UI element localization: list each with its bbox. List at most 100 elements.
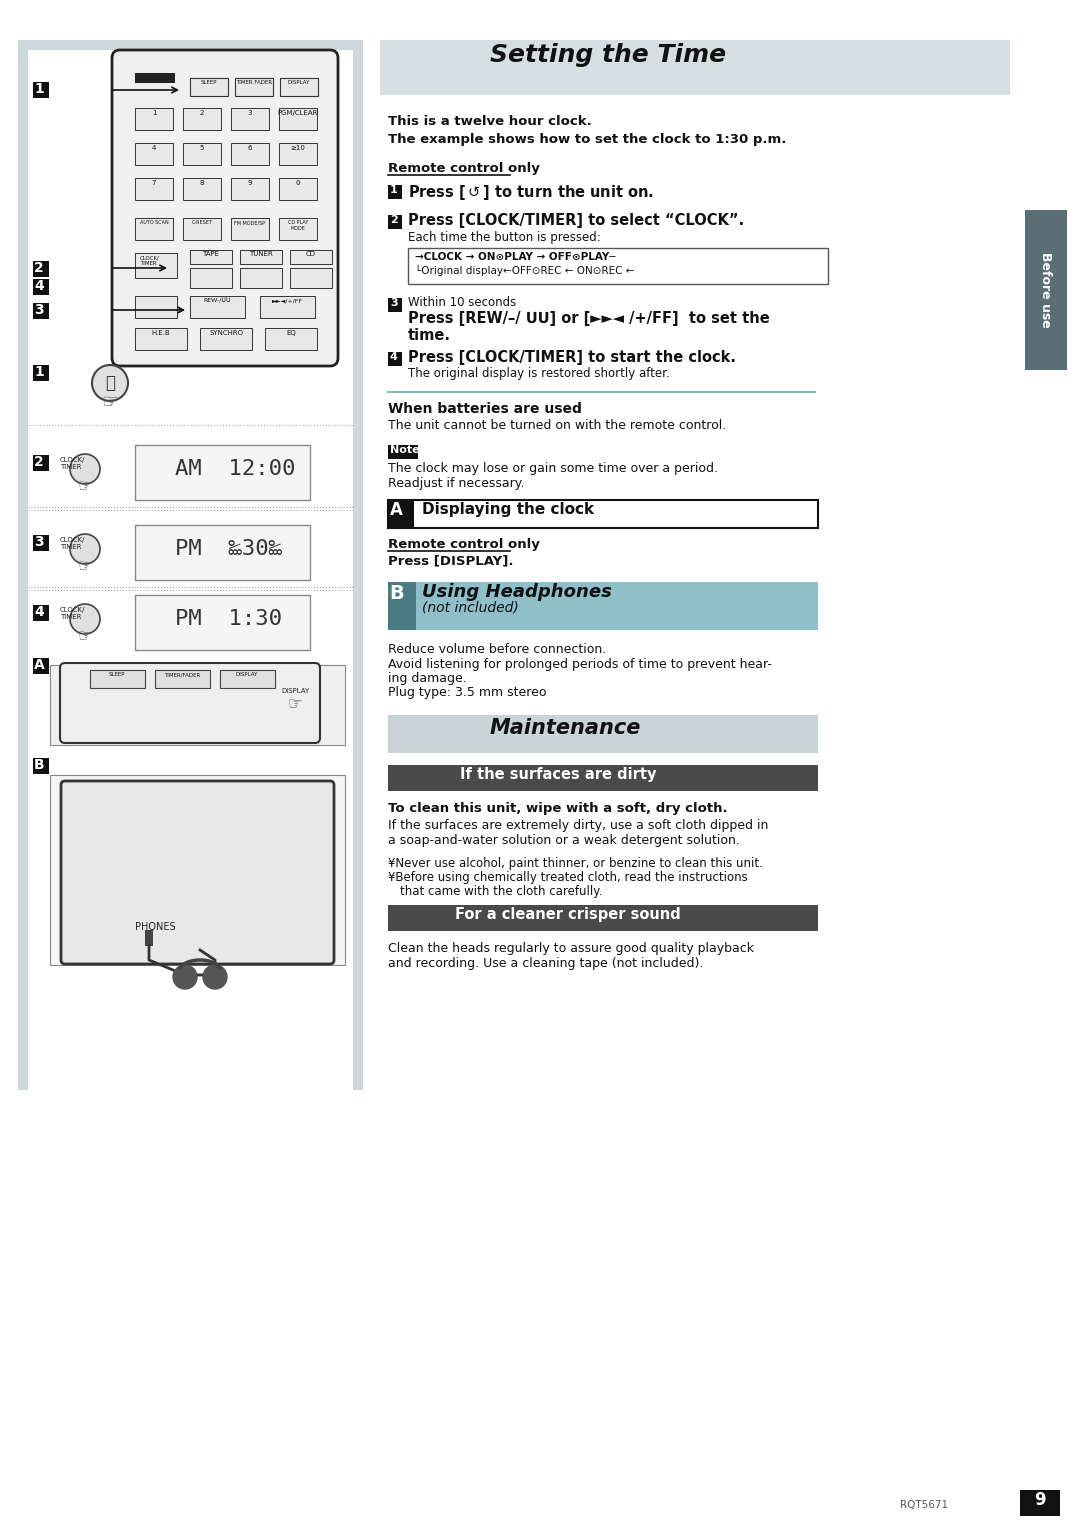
Text: PM  1:30: PM 1:30 bbox=[175, 610, 282, 630]
FancyBboxPatch shape bbox=[190, 251, 232, 264]
Text: Maintenance: Maintenance bbox=[490, 718, 642, 738]
Text: ☞: ☞ bbox=[78, 626, 93, 645]
Text: └Original display←OFF⊙REC ← ON⊙REC ←: └Original display←OFF⊙REC ← ON⊙REC ← bbox=[415, 264, 635, 277]
Text: 1: 1 bbox=[152, 110, 157, 116]
FancyBboxPatch shape bbox=[183, 219, 221, 240]
Circle shape bbox=[92, 365, 129, 400]
Text: 4: 4 bbox=[390, 351, 397, 362]
Text: B: B bbox=[389, 584, 404, 604]
Text: CLOCK/
TIMER: CLOCK/ TIMER bbox=[140, 255, 160, 266]
Text: 2: 2 bbox=[33, 455, 44, 469]
Text: 9: 9 bbox=[1035, 1491, 1045, 1510]
Text: ⏻: ⏻ bbox=[105, 374, 114, 393]
FancyBboxPatch shape bbox=[388, 298, 402, 312]
Text: AM  12:00: AM 12:00 bbox=[175, 458, 295, 478]
Text: 3: 3 bbox=[33, 535, 43, 549]
FancyBboxPatch shape bbox=[231, 219, 269, 240]
Text: (not included): (not included) bbox=[422, 601, 518, 614]
FancyBboxPatch shape bbox=[388, 582, 416, 630]
FancyBboxPatch shape bbox=[135, 219, 173, 240]
Text: 1: 1 bbox=[33, 365, 44, 379]
Text: 2: 2 bbox=[200, 110, 204, 116]
Text: 6: 6 bbox=[247, 145, 253, 151]
Circle shape bbox=[70, 533, 100, 564]
FancyBboxPatch shape bbox=[200, 329, 252, 350]
Text: ☞: ☞ bbox=[78, 558, 93, 575]
Text: ►►◄/+/FF: ►►◄/+/FF bbox=[271, 298, 302, 303]
FancyBboxPatch shape bbox=[135, 254, 177, 278]
FancyBboxPatch shape bbox=[50, 665, 345, 746]
FancyBboxPatch shape bbox=[28, 50, 353, 1089]
FancyBboxPatch shape bbox=[135, 144, 173, 165]
Text: DISPLAY: DISPLAY bbox=[235, 672, 258, 677]
FancyBboxPatch shape bbox=[388, 905, 818, 931]
Text: Press [CLOCK/TIMER] to start the clock.: Press [CLOCK/TIMER] to start the clock. bbox=[408, 350, 735, 365]
FancyBboxPatch shape bbox=[279, 144, 318, 165]
Text: SYNCHRO: SYNCHRO bbox=[210, 330, 243, 336]
FancyBboxPatch shape bbox=[190, 78, 228, 96]
Text: SLEEP: SLEEP bbox=[109, 672, 125, 677]
FancyBboxPatch shape bbox=[33, 303, 49, 319]
Text: 4: 4 bbox=[33, 280, 44, 293]
FancyBboxPatch shape bbox=[388, 500, 818, 529]
FancyBboxPatch shape bbox=[240, 251, 282, 264]
FancyBboxPatch shape bbox=[260, 296, 315, 318]
Text: 9: 9 bbox=[247, 180, 253, 186]
FancyBboxPatch shape bbox=[220, 669, 275, 688]
FancyBboxPatch shape bbox=[135, 73, 175, 83]
Text: that came with the cloth carefully.: that came with the cloth carefully. bbox=[400, 885, 603, 898]
Text: 5: 5 bbox=[200, 145, 204, 151]
FancyBboxPatch shape bbox=[388, 185, 402, 199]
Text: REW-/ᑌᑌ: REW-/ᑌᑌ bbox=[203, 298, 231, 303]
FancyBboxPatch shape bbox=[388, 715, 818, 753]
Text: PM  ‱30‱: PM ‱30‱ bbox=[175, 539, 282, 559]
FancyBboxPatch shape bbox=[380, 40, 1010, 95]
Text: Readjust if necessary.: Readjust if necessary. bbox=[388, 477, 525, 490]
FancyBboxPatch shape bbox=[190, 267, 232, 287]
Text: Clean the heads regularly to assure good quality playback: Clean the heads regularly to assure good… bbox=[388, 941, 754, 955]
FancyBboxPatch shape bbox=[50, 775, 345, 966]
Text: TIMER FADER: TIMER FADER bbox=[235, 79, 272, 86]
Text: 1: 1 bbox=[390, 185, 397, 196]
Text: 3: 3 bbox=[247, 110, 253, 116]
FancyBboxPatch shape bbox=[135, 108, 173, 130]
FancyBboxPatch shape bbox=[231, 108, 269, 130]
FancyBboxPatch shape bbox=[112, 50, 338, 367]
FancyBboxPatch shape bbox=[408, 248, 828, 284]
FancyBboxPatch shape bbox=[235, 78, 273, 96]
Text: If the surfaces are extremely dirty, use a soft cloth dipped in: If the surfaces are extremely dirty, use… bbox=[388, 819, 768, 833]
FancyBboxPatch shape bbox=[280, 78, 318, 96]
Text: For a cleaner crisper sound: For a cleaner crisper sound bbox=[455, 908, 680, 921]
FancyBboxPatch shape bbox=[388, 766, 818, 792]
FancyBboxPatch shape bbox=[388, 351, 402, 367]
Text: Remote control only: Remote control only bbox=[388, 162, 540, 176]
Circle shape bbox=[203, 966, 227, 989]
FancyBboxPatch shape bbox=[145, 931, 153, 946]
Text: ≥10: ≥10 bbox=[291, 145, 306, 151]
FancyBboxPatch shape bbox=[1020, 1490, 1059, 1516]
Text: Displaying the clock: Displaying the clock bbox=[422, 503, 594, 516]
Text: Press [CLOCK/TIMER] to select “CLOCK”.: Press [CLOCK/TIMER] to select “CLOCK”. bbox=[408, 212, 744, 228]
FancyBboxPatch shape bbox=[33, 605, 49, 620]
Text: Press [REW/–/ ᑌᑌ] or [►►◄ /+/FF]  to set the: Press [REW/–/ ᑌᑌ] or [►►◄ /+/FF] to set … bbox=[408, 312, 770, 325]
FancyBboxPatch shape bbox=[33, 365, 49, 380]
Text: Note: Note bbox=[390, 445, 420, 455]
FancyBboxPatch shape bbox=[135, 526, 310, 581]
Text: CD PLAY
MODE: CD PLAY MODE bbox=[287, 220, 308, 231]
FancyBboxPatch shape bbox=[183, 108, 221, 130]
Text: To clean this unit, wipe with a soft, dry cloth.: To clean this unit, wipe with a soft, dr… bbox=[388, 802, 728, 814]
Text: A: A bbox=[33, 659, 44, 672]
FancyBboxPatch shape bbox=[135, 329, 187, 350]
Text: 0: 0 bbox=[296, 180, 300, 186]
Text: Press [DISPLAY].: Press [DISPLAY]. bbox=[388, 555, 513, 567]
Text: PHONES: PHONES bbox=[135, 921, 175, 932]
Text: The unit cannot be turned on with the remote control.: The unit cannot be turned on with the re… bbox=[388, 419, 726, 432]
Text: Using Headphones: Using Headphones bbox=[422, 584, 612, 601]
Text: and recording. Use a cleaning tape (not included).: and recording. Use a cleaning tape (not … bbox=[388, 957, 703, 970]
Text: DISPLAY: DISPLAY bbox=[287, 79, 310, 86]
Text: 2: 2 bbox=[33, 261, 44, 275]
Text: If the surfaces are dirty: If the surfaces are dirty bbox=[460, 767, 657, 782]
FancyBboxPatch shape bbox=[240, 267, 282, 287]
FancyBboxPatch shape bbox=[231, 177, 269, 200]
Text: Remote control only: Remote control only bbox=[388, 538, 540, 552]
